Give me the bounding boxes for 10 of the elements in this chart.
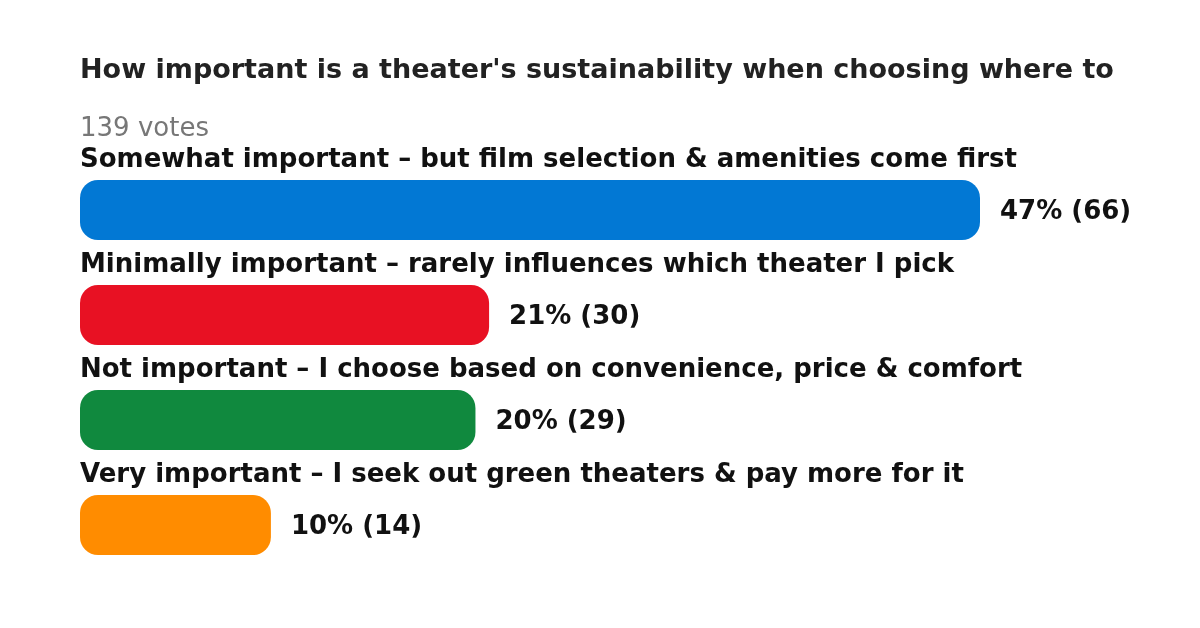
data-label: 47% (66) <box>1000 195 1132 226</box>
data-label: 10% (14) <box>290 510 423 541</box>
y-tick-label: Minimally important – rarely influences which theater I pick <box>80 248 955 278</box>
y-tick-label: Not important – I choose based on convenience, price & comfort <box>80 353 1023 383</box>
data-label: 21% (30) <box>509 300 641 331</box>
y-tick-label: Very important – I seek out green theaters & pay more for it <box>80 458 964 488</box>
data-label: 20% (29) <box>495 405 627 436</box>
y-tick-label: Somewhat important – but film selection & amenities come first <box>80 143 1017 173</box>
chart-title: How important is a theater's sustainability when choosing where to <box>80 53 1114 84</box>
chart-subtitle: 139 votes <box>80 112 209 142</box>
